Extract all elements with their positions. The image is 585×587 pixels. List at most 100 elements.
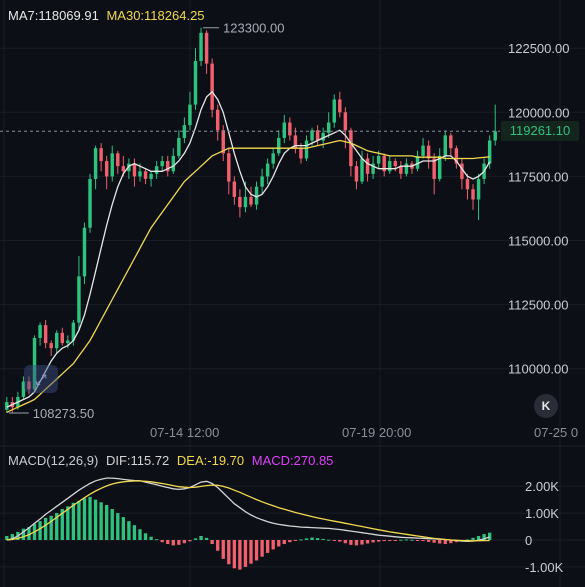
candle-body	[326, 122, 331, 133]
expand-icon[interactable]: ⤢	[24, 365, 58, 393]
macd-bar	[382, 540, 386, 542]
candle-body	[210, 63, 214, 110]
macd-axis: 2.00K 1.00K 0 -1.00K	[525, 479, 564, 575]
macd-bar	[49, 515, 53, 540]
candle-body	[93, 148, 98, 179]
candle-body	[249, 196, 253, 205]
macd-bar	[365, 540, 370, 544]
macd-bar	[304, 538, 309, 540]
ma7-line	[6, 90, 491, 408]
price-tick-label: 110000.00	[508, 362, 569, 377]
candle-body	[371, 163, 375, 174]
candle-body	[177, 137, 181, 156]
macd-bar	[354, 540, 359, 546]
candle-body	[38, 325, 42, 338]
macd-bar	[315, 538, 320, 540]
macd-bar	[27, 527, 31, 540]
candle-body	[432, 158, 436, 179]
macd-bar	[271, 540, 275, 550]
dif-value: DIF:115.72	[105, 453, 170, 468]
candle-body	[293, 135, 298, 149]
ma30-value: MA30:118264.25	[106, 8, 205, 23]
candle-body	[443, 135, 447, 156]
scroll-to-latest-button[interactable]: K	[534, 394, 558, 418]
macd-bar	[343, 540, 348, 544]
candle-body	[282, 122, 287, 138]
macd-bar	[410, 539, 414, 541]
macd-bar	[193, 538, 198, 540]
macd-bar	[232, 540, 237, 569]
macd-bar	[188, 540, 192, 542]
candle-body	[487, 140, 492, 164]
macd-bar	[138, 529, 142, 540]
dea-line	[6, 480, 490, 542]
macd-bar	[415, 540, 420, 541]
macd-bar	[265, 540, 270, 553]
macd-bar	[438, 540, 442, 544]
candle-body	[215, 109, 220, 131]
candle-body	[354, 166, 359, 182]
candle-body	[493, 131, 497, 141]
macd-bar	[127, 521, 131, 540]
low-label: 108273.50	[33, 406, 94, 421]
candle-body	[321, 132, 325, 141]
candle-body	[265, 163, 270, 177]
macd-bar	[93, 499, 98, 540]
candle-body	[204, 32, 209, 64]
candle-body	[171, 155, 176, 172]
macd-bar	[77, 500, 81, 540]
candle-body	[471, 189, 475, 200]
candle-body	[221, 130, 225, 154]
candle-body	[71, 322, 76, 341]
price-axis: 122500.00 120000.00 117500.00 115000.00 1125…	[508, 41, 569, 377]
macd-bar	[210, 540, 214, 545]
price-tick-label: 122500.00	[508, 41, 569, 56]
candle-body	[299, 148, 303, 159]
macd-bar	[182, 540, 187, 544]
macd-bar	[227, 540, 231, 565]
candle-body	[288, 122, 292, 136]
macd-bar	[5, 535, 9, 540]
candle-body	[421, 145, 425, 156]
candle-body	[277, 137, 281, 154]
macd-bar	[421, 540, 425, 542]
macd-bar	[249, 540, 253, 564]
macd-params: MACD(12,26,9)	[8, 453, 99, 468]
candle-body	[349, 130, 353, 167]
macd-bar	[154, 539, 159, 541]
macd-bar	[204, 537, 209, 540]
macd-bar	[243, 540, 248, 567]
macd-tick-label: -1.00K	[525, 560, 564, 575]
candle-body	[449, 135, 453, 149]
candle-body	[232, 181, 237, 197]
macd-bar	[116, 513, 120, 540]
candle-body	[365, 158, 370, 174]
macd-bar	[393, 540, 397, 541]
high-label: 123300.00	[223, 21, 284, 36]
macd-bar	[332, 540, 336, 541]
candle-body	[49, 343, 53, 349]
candle-body	[138, 171, 142, 177]
candle-body	[243, 196, 248, 208]
candle-body	[127, 163, 131, 172]
candle-body	[166, 161, 170, 172]
candle-body	[199, 32, 203, 62]
candle-body	[99, 148, 103, 162]
macd-bar	[254, 540, 259, 561]
macd-bar	[338, 540, 342, 542]
macd-bar	[282, 540, 286, 545]
macd-bar	[388, 540, 392, 541]
candle-body	[238, 196, 242, 208]
price-tick-label: 120000.00	[508, 105, 569, 120]
ma-legend: MA7:118069.91 MA30:118264.25	[8, 8, 209, 23]
candle-body	[460, 163, 464, 179]
candle-body	[454, 148, 459, 164]
time-tick-label: 07-25 0	[534, 425, 578, 440]
price-tick-label: 117500.00	[508, 169, 569, 184]
macd-bar	[21, 528, 26, 540]
macd-bar	[321, 538, 325, 540]
candle-body	[43, 325, 48, 344]
macd-bar	[471, 537, 475, 540]
